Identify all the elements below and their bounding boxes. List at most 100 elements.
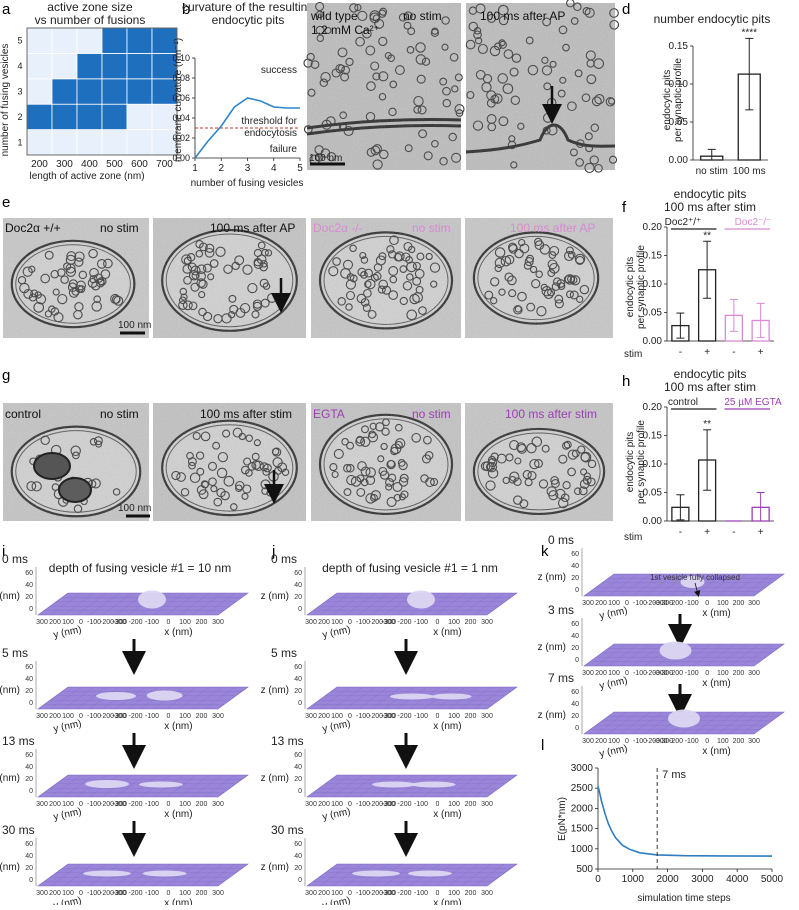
- x-tick-label: 4000: [726, 874, 749, 885]
- y-tick: -100: [87, 801, 101, 808]
- bar-chart-h: 0.00 0.05 0.10 0.15 0.20 - + ** - +: [643, 402, 774, 538]
- x-tick: 0: [167, 890, 171, 897]
- x-tick-label: +: [704, 527, 710, 538]
- membrane-bump: [85, 780, 129, 788]
- mesh-line: [717, 643, 748, 667]
- panel-h-ylabel-2: per synaptic profile: [636, 420, 647, 504]
- x-tick: 200: [196, 713, 208, 720]
- em-grain: [3, 218, 149, 338]
- panel-letter-l: l: [541, 737, 544, 754]
- mesh-line: [205, 686, 236, 710]
- y-tick: -200: [369, 619, 383, 626]
- z-tick: 60: [25, 752, 33, 759]
- x-tick: -100: [685, 600, 699, 607]
- mesh-line: [102, 592, 133, 616]
- y-tick-label: 3000: [571, 763, 594, 774]
- threshold-label-2: endocytosis: [244, 128, 297, 139]
- x-tick: -100: [414, 801, 428, 808]
- y-tick: 0: [625, 670, 629, 677]
- x-tick: 100: [448, 713, 460, 720]
- x-tick-label: 2000: [656, 874, 679, 885]
- z-tick: 20: [571, 713, 579, 720]
- x-tick: -100: [414, 619, 428, 626]
- mesh-line: [705, 573, 736, 597]
- y-tick: 0: [348, 713, 352, 720]
- membrane-bump: [407, 590, 435, 609]
- y-axis-label: y (nm): [321, 806, 351, 823]
- y-tick-label: 0.08: [172, 73, 190, 83]
- mesh-line: [179, 774, 210, 798]
- y-tick: -300: [659, 738, 673, 745]
- label-g-no-stim-egta: no stim: [412, 407, 451, 421]
- panel-j-title: depth of fusing vesicle #1 = 1 nm: [322, 561, 498, 575]
- mesh-line: [192, 592, 223, 616]
- y-tick-label: 0.00: [643, 516, 663, 527]
- y-tick: 0: [79, 801, 83, 808]
- z-tick: 40: [25, 764, 33, 771]
- significance-stars: **: [703, 419, 711, 430]
- panel-d-ylabel-2: per synaptic profile: [673, 58, 684, 142]
- mesh-line: [358, 592, 389, 616]
- z-tick: 0: [298, 788, 302, 795]
- x-tick: 200: [733, 738, 745, 745]
- x-tick-label: 4: [271, 163, 277, 174]
- y-tick: 0: [348, 890, 352, 897]
- mesh-line: [192, 686, 223, 710]
- x-tick: 300: [212, 619, 224, 626]
- mesh-line: [76, 592, 107, 616]
- z-axis-label: z (nm): [261, 773, 289, 784]
- heatmap-cell: [51, 78, 78, 105]
- mesh-line: [192, 774, 223, 798]
- x-tick: -300: [112, 713, 126, 720]
- em-grain: [153, 218, 306, 338]
- y-tick: -100: [356, 890, 370, 897]
- y-tick-label: 0.05: [643, 488, 663, 499]
- x-tick: 200: [465, 890, 477, 897]
- x-tick: 300: [748, 670, 760, 677]
- panel-a-xlabel: length of active zone (nm): [29, 171, 144, 182]
- y-tick: 100: [331, 801, 343, 808]
- significance-stars: ****: [741, 27, 757, 38]
- z-axis-label: z (nm): [0, 862, 20, 873]
- y-tick: -100: [87, 890, 101, 897]
- z-axis-label: z (nm): [0, 685, 20, 696]
- bar-chart-d: 0.00 0.05 0.10 0.15 no stim 100 ms ****: [669, 27, 768, 177]
- heatmap-cell: [101, 129, 128, 156]
- x-tick-label: +: [704, 347, 710, 358]
- annotation-arrow: [694, 582, 701, 598]
- significance-stars: **: [703, 230, 711, 241]
- z-tick: 40: [294, 676, 302, 683]
- z-tick: 60: [571, 689, 579, 696]
- y-tick: 0: [79, 890, 83, 897]
- mesh-line: [620, 573, 651, 597]
- y-tick: 300: [305, 801, 317, 808]
- y-tick-label: 2500: [571, 783, 594, 794]
- x-tick: 0: [167, 801, 171, 808]
- y-tick: 300: [305, 619, 317, 626]
- x-tick: -100: [414, 890, 428, 897]
- y-tick: 100: [331, 619, 343, 626]
- x-tick: 100: [448, 801, 460, 808]
- panel-b: b curvature of the resulting endocytic p…: [172, 0, 314, 189]
- x-tick: 200: [196, 801, 208, 808]
- z-tick: 60: [25, 570, 33, 577]
- y-tick: -200: [646, 670, 660, 677]
- x-tick: 300: [212, 801, 224, 808]
- mesh-line: [89, 592, 120, 616]
- y-tick-label: 0.00: [172, 153, 190, 163]
- z-tick: 0: [298, 606, 302, 613]
- y-tick: 100: [331, 890, 343, 897]
- mesh-line: [179, 686, 210, 710]
- z-axis-label: z (nm): [261, 862, 289, 873]
- y-tick: 100: [331, 713, 343, 720]
- y-tick: 200: [49, 890, 61, 897]
- y-tick: 0: [348, 801, 352, 808]
- y-tick: 300: [582, 670, 594, 677]
- heatmap-y-tick: 5: [17, 36, 22, 46]
- x-tick: 200: [465, 713, 477, 720]
- y-axis-label: y (nm): [598, 605, 628, 622]
- label-g-after-stim: 100 ms after stim: [200, 407, 292, 421]
- em-images-g: [3, 403, 613, 521]
- x-tick: 300: [481, 890, 493, 897]
